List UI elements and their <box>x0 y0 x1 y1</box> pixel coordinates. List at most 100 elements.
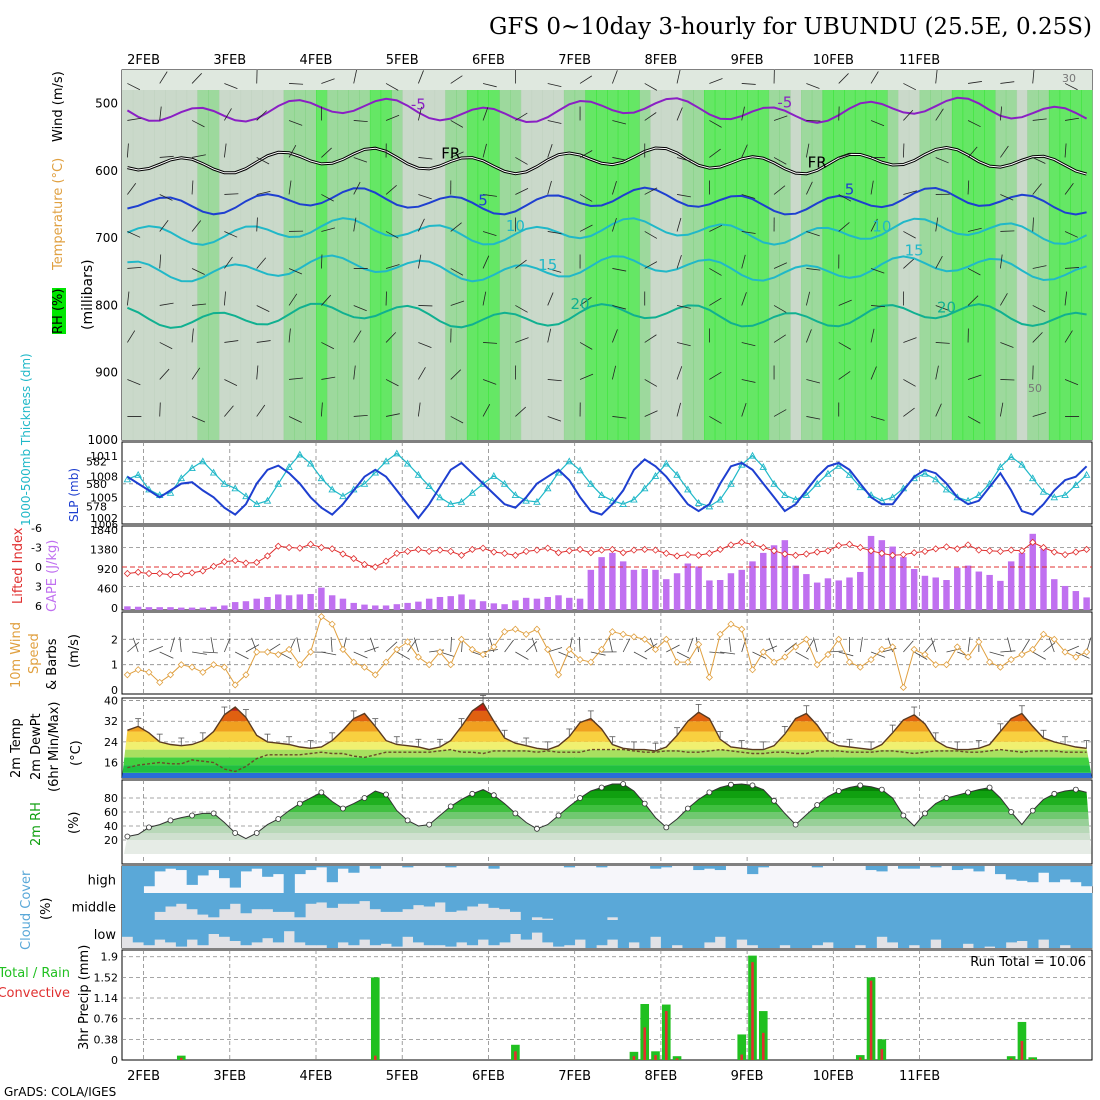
li-point <box>651 546 660 554</box>
wind-barb <box>482 291 487 306</box>
wind-barb <box>728 637 732 653</box>
cape-bar <box>824 578 832 610</box>
cloud-bar <box>725 893 737 920</box>
thickness-point <box>888 493 897 501</box>
cloud-bar <box>553 893 565 920</box>
cloud-bar <box>186 920 198 940</box>
cloud-bar <box>154 866 166 872</box>
thickness-point <box>371 468 380 476</box>
wind-barb <box>191 120 205 128</box>
top-date-label: 2FEB <box>127 53 160 68</box>
li-point <box>350 554 358 563</box>
thickness-point <box>199 457 207 465</box>
pressure-tick-label: 500 <box>95 97 118 111</box>
cape-bar <box>1029 533 1036 610</box>
cloud-bar <box>801 920 813 948</box>
li-point <box>878 549 886 557</box>
cloud-bar <box>240 920 252 946</box>
wind-barb <box>967 374 982 380</box>
cloud-bar <box>423 893 435 907</box>
wind-barb <box>720 651 736 655</box>
rh-point <box>986 784 993 791</box>
cloud-bar <box>380 893 392 912</box>
wind-barb <box>967 81 982 84</box>
li-point <box>608 545 616 554</box>
cape-bar <box>296 594 304 610</box>
li-point <box>145 569 153 578</box>
cloud-bar <box>790 893 802 920</box>
wind-barb <box>385 332 397 343</box>
rh-point <box>253 830 260 836</box>
cape-bar <box>501 604 508 610</box>
wind-speed-point <box>522 630 530 638</box>
cloud-bar <box>219 893 231 910</box>
cloud-bar <box>951 920 964 948</box>
cape-bar <box>738 569 745 610</box>
cloud-bar <box>930 920 942 940</box>
temp-tick-label: 16 <box>104 757 118 770</box>
rh-column <box>305 90 317 440</box>
wind-barb <box>159 194 173 201</box>
rh-column <box>596 90 608 440</box>
wind-speed-point <box>942 661 951 669</box>
cloud-bar <box>456 893 468 911</box>
wind-barb <box>967 227 982 232</box>
cloud-bar <box>1070 920 1082 948</box>
cloud-bar <box>531 893 543 918</box>
rh-units-label: (%) <box>67 812 82 835</box>
precip-convective-bar <box>632 1056 636 1060</box>
pressure-tick-label: 700 <box>95 231 118 245</box>
rh-column <box>1059 90 1071 440</box>
rh-point <box>340 805 346 812</box>
cape-bar <box>727 573 735 610</box>
cape-bar <box>415 601 422 610</box>
wind-barb <box>709 297 722 306</box>
rh-point <box>1029 807 1036 814</box>
cloud-bar <box>682 893 694 920</box>
rh-column <box>844 90 856 440</box>
li-point <box>253 558 261 567</box>
bottom-date-label: 3FEB <box>213 1069 246 1084</box>
cloud-bar <box>1038 920 1050 940</box>
thickness-point <box>479 479 487 487</box>
li-point <box>986 547 994 555</box>
li-point <box>802 550 810 558</box>
wind-tick-label: 0 <box>111 684 118 697</box>
wind-speed-point <box>414 653 422 661</box>
wind-speed-point <box>360 663 369 671</box>
wind-barb <box>353 181 361 195</box>
precip-total-bar <box>1006 1056 1016 1060</box>
wind-barb <box>1021 638 1031 653</box>
cloud-bar <box>391 893 403 912</box>
rh-column <box>477 90 489 440</box>
wind-speed-point <box>393 645 401 654</box>
wind-barb <box>902 143 905 158</box>
wind-barb <box>752 651 767 659</box>
cloud-bar <box>844 920 856 948</box>
cloud-bar <box>251 893 263 910</box>
wind-speed-point <box>447 661 455 669</box>
cloud-units-label: (%) <box>39 898 54 921</box>
temp-band <box>122 772 1092 778</box>
rh-column <box>962 90 974 440</box>
temp-band <box>122 749 1092 758</box>
cloud-bar <box>650 920 662 937</box>
wind-barb <box>838 222 850 232</box>
wind-barb <box>870 416 885 421</box>
wind-speed-point <box>285 645 293 654</box>
cloud-bar <box>617 893 629 920</box>
wind-barb <box>159 651 174 659</box>
wind-barb <box>644 112 657 121</box>
rh-point <box>275 816 282 822</box>
rh-column <box>1027 90 1039 440</box>
cloud-bar <box>951 866 964 871</box>
cloud-bar <box>779 920 791 946</box>
wind-barb <box>935 305 949 311</box>
wind-barb <box>709 120 722 128</box>
li-point <box>899 551 907 559</box>
temp-tick-label: 40 <box>104 695 118 708</box>
wind-barb <box>353 217 357 232</box>
wind-speed-point <box>479 650 487 659</box>
thickness-point <box>252 500 261 508</box>
